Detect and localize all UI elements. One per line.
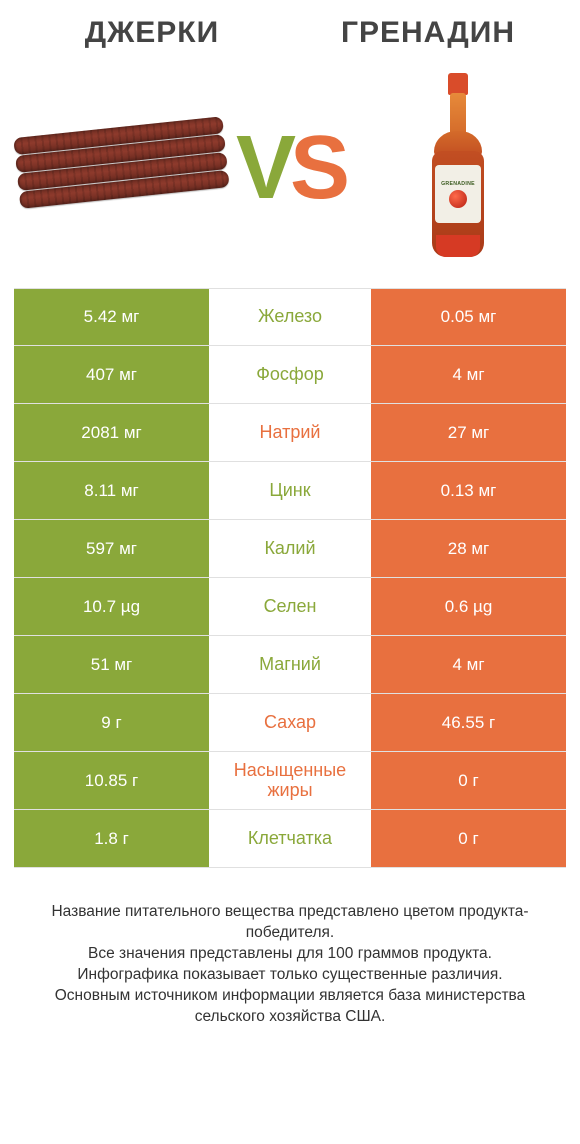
title-right: ГРЕНАДИН bbox=[290, 16, 566, 50]
footer-line: Все значения представлены для 100 граммо… bbox=[18, 944, 562, 965]
nutrient-label: Селен bbox=[209, 578, 371, 635]
value-left: 2081 мг bbox=[14, 404, 209, 461]
table-row: 1.8 гКлетчатка0 г bbox=[14, 810, 566, 868]
footer-line: Название питательного вещества представл… bbox=[18, 902, 562, 944]
nutrient-label: Железо bbox=[209, 289, 371, 345]
footer-notes: Название питательного вещества представл… bbox=[14, 902, 566, 1028]
table-row: 10.85 гНасыщенные жиры0 г bbox=[14, 752, 566, 810]
value-right: 28 мг bbox=[371, 520, 566, 577]
infographic-root: ДЖЕРКИ ГРЕНАДИН VS GRENADINE 5 bbox=[0, 0, 580, 1028]
table-row: 2081 мгНатрий27 мг bbox=[14, 404, 566, 462]
table-row: 597 мгКалий28 мг bbox=[14, 520, 566, 578]
hero-row: VS GRENADINE bbox=[14, 68, 566, 268]
value-right: 27 мг bbox=[371, 404, 566, 461]
nutrient-label: Клетчатка bbox=[209, 810, 371, 867]
nutrient-label: Натрий bbox=[209, 404, 371, 461]
value-right: 4 мг bbox=[371, 636, 566, 693]
vs-label: VS bbox=[230, 123, 350, 213]
value-right: 4 мг bbox=[371, 346, 566, 403]
product-image-right: GRENADINE bbox=[350, 73, 566, 263]
nutrient-label: Насыщенные жиры bbox=[209, 752, 371, 809]
comparison-table: 5.42 мгЖелезо0.05 мг407 мгФосфор4 мг2081… bbox=[14, 288, 566, 868]
value-left: 407 мг bbox=[14, 346, 209, 403]
bottle-label-text: GRENADINE bbox=[441, 181, 475, 187]
grenadine-bottle-icon: GRENADINE bbox=[428, 73, 488, 263]
table-row: 407 мгФосфор4 мг bbox=[14, 346, 566, 404]
value-left: 8.11 мг bbox=[14, 462, 209, 519]
value-left: 10.7 µg bbox=[14, 578, 209, 635]
titles-row: ДЖЕРКИ ГРЕНАДИН bbox=[14, 16, 566, 50]
value-right: 0 г bbox=[371, 752, 566, 809]
value-left: 597 мг bbox=[14, 520, 209, 577]
value-left: 5.42 мг bbox=[14, 289, 209, 345]
footer-line: Инфографика показывает только существенн… bbox=[18, 965, 562, 986]
table-row: 51 мгМагний4 мг bbox=[14, 636, 566, 694]
table-row: 10.7 µgСелен0.6 µg bbox=[14, 578, 566, 636]
value-right: 0.6 µg bbox=[371, 578, 566, 635]
nutrient-label: Магний bbox=[209, 636, 371, 693]
table-row: 9 гСахар46.55 г bbox=[14, 694, 566, 752]
value-right: 0.13 мг bbox=[371, 462, 566, 519]
table-row: 8.11 мгЦинк0.13 мг bbox=[14, 462, 566, 520]
value-left: 9 г bbox=[14, 694, 209, 751]
jerky-icon bbox=[13, 112, 231, 223]
footer-line: Основным источником информации является … bbox=[18, 986, 562, 1028]
vs-s: S bbox=[290, 118, 344, 218]
nutrient-label: Фосфор bbox=[209, 346, 371, 403]
nutrient-label: Цинк bbox=[209, 462, 371, 519]
product-image-left bbox=[14, 123, 230, 213]
nutrient-label: Сахар bbox=[209, 694, 371, 751]
value-right: 0 г bbox=[371, 810, 566, 867]
value-left: 1.8 г bbox=[14, 810, 209, 867]
value-left: 51 мг bbox=[14, 636, 209, 693]
value-right: 0.05 мг bbox=[371, 289, 566, 345]
nutrient-label: Калий bbox=[209, 520, 371, 577]
table-row: 5.42 мгЖелезо0.05 мг bbox=[14, 288, 566, 346]
value-left: 10.85 г bbox=[14, 752, 209, 809]
value-right: 46.55 г bbox=[371, 694, 566, 751]
title-left: ДЖЕРКИ bbox=[14, 16, 290, 50]
vs-v: V bbox=[236, 118, 290, 218]
